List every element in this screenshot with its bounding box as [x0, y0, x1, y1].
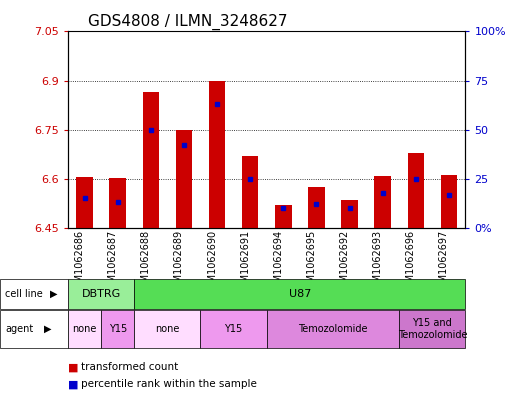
- Text: GSM1062695: GSM1062695: [306, 230, 316, 296]
- Text: GSM1062692: GSM1062692: [339, 230, 349, 296]
- Text: cell line: cell line: [5, 289, 43, 299]
- Text: DBTRG: DBTRG: [82, 289, 121, 299]
- Text: ■: ■: [68, 362, 78, 373]
- Bar: [142, 92, 159, 228]
- Text: Y15: Y15: [224, 324, 243, 334]
- Text: GSM1062687: GSM1062687: [108, 230, 118, 296]
- Bar: [341, 200, 358, 228]
- Text: ■: ■: [68, 379, 78, 389]
- Text: ▶: ▶: [44, 324, 52, 334]
- Bar: [440, 174, 457, 228]
- Text: GDS4808 / ILMN_3248627: GDS4808 / ILMN_3248627: [88, 14, 287, 30]
- Text: agent: agent: [5, 324, 33, 334]
- Text: GSM1062689: GSM1062689: [174, 230, 184, 295]
- Bar: [176, 130, 192, 228]
- Bar: [76, 177, 93, 228]
- Bar: [209, 81, 225, 228]
- Text: ▶: ▶: [50, 289, 57, 299]
- Text: GSM1062693: GSM1062693: [373, 230, 383, 295]
- Bar: [109, 178, 126, 228]
- Bar: [242, 156, 258, 228]
- Text: GSM1062697: GSM1062697: [439, 230, 449, 296]
- Text: transformed count: transformed count: [81, 362, 178, 373]
- Text: GSM1062691: GSM1062691: [240, 230, 250, 295]
- Text: U87: U87: [289, 289, 311, 299]
- Text: percentile rank within the sample: percentile rank within the sample: [81, 379, 257, 389]
- Bar: [407, 152, 424, 228]
- Bar: [308, 187, 325, 228]
- Text: GSM1062694: GSM1062694: [274, 230, 283, 295]
- Text: Y15: Y15: [109, 324, 127, 334]
- Text: GSM1062690: GSM1062690: [207, 230, 217, 295]
- Text: Y15 and
Temozolomide: Y15 and Temozolomide: [397, 318, 467, 340]
- Text: Temozolomide: Temozolomide: [298, 324, 368, 334]
- Text: none: none: [155, 324, 179, 334]
- Text: GSM1062688: GSM1062688: [141, 230, 151, 295]
- Text: none: none: [72, 324, 97, 334]
- Bar: [275, 205, 292, 228]
- Bar: [374, 176, 391, 228]
- Text: GSM1062696: GSM1062696: [406, 230, 416, 295]
- Text: GSM1062686: GSM1062686: [75, 230, 85, 295]
